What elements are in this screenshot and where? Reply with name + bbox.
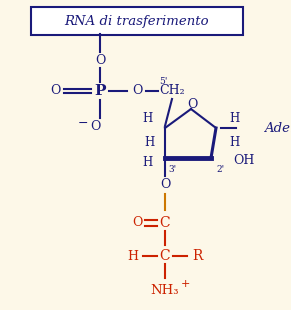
Text: CH₂: CH₂ — [159, 85, 185, 98]
Text: O: O — [50, 85, 60, 98]
Text: H: H — [127, 250, 139, 263]
FancyBboxPatch shape — [31, 7, 243, 35]
Text: H: H — [144, 136, 154, 149]
Text: H: H — [229, 136, 239, 149]
Text: O: O — [132, 216, 142, 229]
Text: O: O — [132, 85, 142, 98]
Text: RNA di trasferimento: RNA di trasferimento — [65, 15, 209, 28]
Text: C: C — [160, 216, 170, 230]
Text: OH: OH — [233, 153, 254, 166]
Text: O: O — [95, 54, 105, 67]
Text: R: R — [192, 249, 202, 263]
Text: Adenina: Adenina — [264, 122, 291, 135]
Text: −: − — [78, 117, 88, 130]
Text: +: + — [180, 279, 190, 289]
Text: P: P — [94, 84, 106, 98]
Text: NH₃: NH₃ — [151, 285, 179, 298]
Text: 2': 2' — [216, 165, 224, 174]
Text: C: C — [160, 249, 170, 263]
Text: H: H — [142, 112, 152, 125]
Text: H: H — [229, 112, 239, 125]
Text: O: O — [90, 121, 100, 134]
Text: 3': 3' — [168, 165, 176, 174]
Text: H: H — [142, 157, 152, 170]
Text: O: O — [187, 98, 197, 110]
Text: 5': 5' — [159, 78, 167, 86]
Text: O: O — [160, 179, 170, 192]
